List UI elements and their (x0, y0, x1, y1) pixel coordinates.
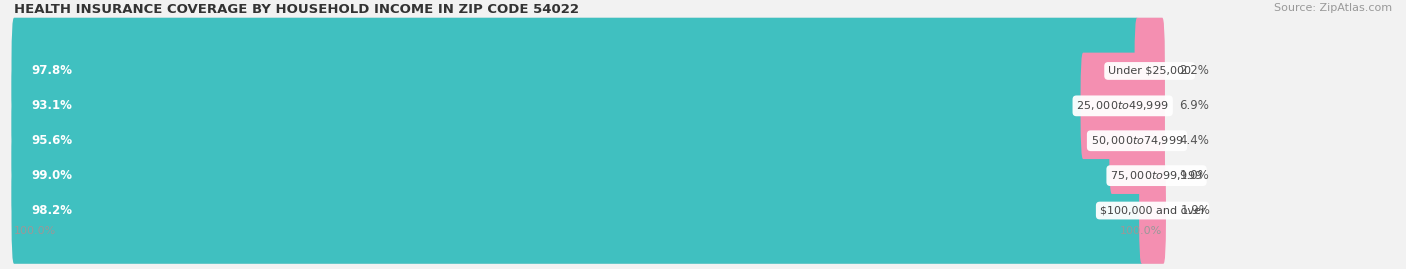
Text: 4.4%: 4.4% (1180, 134, 1209, 147)
FancyBboxPatch shape (11, 157, 1144, 264)
FancyBboxPatch shape (11, 18, 1139, 124)
Text: HEALTH INSURANCE COVERAGE BY HOUSEHOLD INCOME IN ZIP CODE 54022: HEALTH INSURANCE COVERAGE BY HOUSEHOLD I… (14, 3, 579, 16)
FancyBboxPatch shape (11, 18, 1164, 124)
Text: 99.0%: 99.0% (31, 169, 72, 182)
Text: $25,000 to $49,999: $25,000 to $49,999 (1077, 99, 1168, 112)
FancyBboxPatch shape (11, 53, 1085, 159)
Text: 100.0%: 100.0% (14, 226, 56, 236)
Text: 98.2%: 98.2% (31, 204, 72, 217)
FancyBboxPatch shape (1109, 87, 1164, 194)
Text: Source: ZipAtlas.com: Source: ZipAtlas.com (1274, 3, 1392, 13)
FancyBboxPatch shape (1135, 18, 1164, 124)
Text: $75,000 to $99,999: $75,000 to $99,999 (1111, 169, 1202, 182)
Text: 95.6%: 95.6% (31, 134, 72, 147)
FancyBboxPatch shape (1149, 122, 1164, 229)
FancyBboxPatch shape (11, 157, 1164, 264)
Text: Under $25,000: Under $25,000 (1108, 66, 1191, 76)
Text: 97.8%: 97.8% (31, 65, 72, 77)
FancyBboxPatch shape (11, 87, 1115, 194)
FancyBboxPatch shape (1139, 157, 1166, 264)
Text: 93.1%: 93.1% (31, 99, 72, 112)
FancyBboxPatch shape (11, 122, 1164, 229)
FancyBboxPatch shape (11, 87, 1164, 194)
Text: 100.0%: 100.0% (1121, 226, 1163, 236)
Text: 2.2%: 2.2% (1180, 65, 1209, 77)
FancyBboxPatch shape (11, 53, 1164, 159)
Text: 1.0%: 1.0% (1180, 169, 1209, 182)
Text: $50,000 to $74,999: $50,000 to $74,999 (1091, 134, 1184, 147)
FancyBboxPatch shape (1081, 53, 1164, 159)
Legend: With Coverage, Without Coverage: With Coverage, Without Coverage (412, 266, 664, 269)
Text: $100,000 and over: $100,000 and over (1099, 206, 1205, 215)
Text: 6.9%: 6.9% (1180, 99, 1209, 112)
Text: 1.9%: 1.9% (1181, 204, 1211, 217)
FancyBboxPatch shape (11, 122, 1153, 229)
